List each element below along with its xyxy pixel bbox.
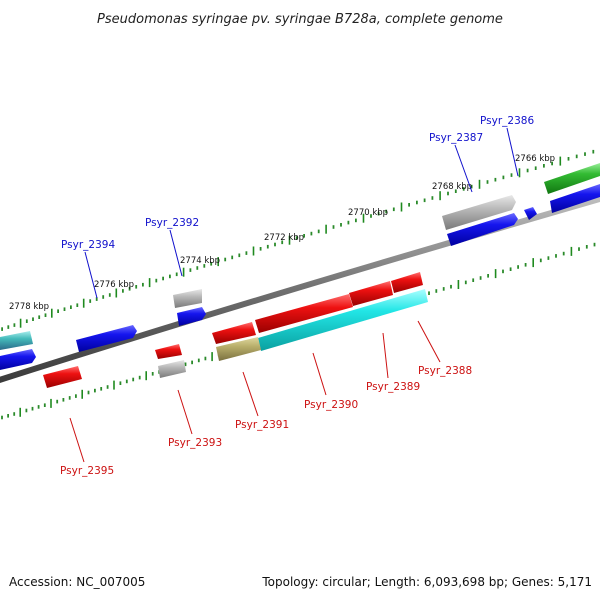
forward-genes — [0, 163, 600, 370]
accession-text: Accession: NC_007005 — [9, 575, 145, 589]
leader-psyr-2391 — [242, 371, 259, 417]
gene-psyr-2389[interactable] — [349, 281, 393, 306]
scale-label-2774: 2774 kbp — [180, 256, 220, 266]
gene-psyr-2390[interactable] — [255, 294, 353, 333]
gene-psyr-2395[interactable] — [43, 366, 82, 388]
gene-green-forward[interactable] — [544, 163, 600, 194]
gene-psyr-2388[interactable] — [391, 272, 423, 293]
label-psyr-2387[interactable]: Psyr_2387 — [429, 132, 483, 144]
leader-psyr-2393 — [177, 389, 193, 435]
gene-olive-reverse[interactable] — [216, 337, 261, 361]
gene-psyr-2386[interactable] — [524, 207, 537, 220]
gene-gray-forward[interactable] — [173, 289, 202, 308]
label-psyr-2392[interactable]: Psyr_2392 — [145, 217, 199, 229]
scale-labels: 2766 kbp 2768 kbp 2770 kbp 2772 kbp 2774… — [9, 154, 555, 312]
map-title: Pseudomonas syringae pv. syringae B728a,… — [97, 12, 503, 27]
gene-labels: Psyr_2386 Psyr_2387 Psyr_2392 Psyr_2394 … — [60, 115, 534, 477]
leader-psyr-2388 — [417, 320, 441, 363]
genome-summary-text: Topology: circular; Length: 6,093,698 bp… — [261, 575, 592, 589]
gene-psyr-2391[interactable] — [212, 322, 256, 344]
label-psyr-2391[interactable]: Psyr_2391 — [235, 419, 289, 431]
gene-red-reverse-small[interactable] — [155, 344, 182, 359]
leader-psyr-2386 — [506, 127, 519, 177]
leader-psyr-2394 — [84, 251, 98, 299]
gene-blue-forward-left[interactable] — [0, 349, 36, 370]
gene-psyr-2392[interactable] — [177, 307, 206, 326]
scale-label-2770: 2770 kbp — [348, 208, 388, 218]
leader-psyr-2392 — [169, 229, 183, 277]
label-psyr-2389[interactable]: Psyr_2389 — [366, 381, 420, 393]
leader-psyr-2389 — [382, 332, 389, 379]
gene-psyr-2393[interactable] — [158, 360, 186, 378]
label-psyr-2394[interactable]: Psyr_2394 — [61, 239, 115, 251]
gene-psyr-2394[interactable] — [76, 325, 137, 352]
label-psyr-2388[interactable]: Psyr_2388 — [418, 365, 472, 377]
leader-psyr-2390 — [312, 352, 327, 396]
leader-psyr-2387 — [454, 144, 473, 193]
label-psyr-2395[interactable]: Psyr_2395 — [60, 465, 114, 477]
gene-cyan-reverse[interactable] — [258, 289, 428, 351]
gene-teal-forward[interactable] — [0, 331, 33, 350]
scale-label-2776: 2776 kbp — [94, 280, 134, 290]
gene-psyr-2387[interactable] — [442, 195, 516, 230]
label-psyr-2390[interactable]: Psyr_2390 — [304, 399, 358, 411]
leader-psyr-2395 — [69, 417, 85, 463]
reverse-genes — [43, 272, 428, 388]
gene-blue-forward-right[interactable] — [550, 184, 600, 213]
label-psyr-2386[interactable]: Psyr_2386 — [480, 115, 534, 127]
scale-label-2778: 2778 kbp — [9, 302, 49, 312]
label-psyr-2393[interactable]: Psyr_2393 — [168, 437, 222, 449]
label-leaders — [69, 127, 519, 463]
forward-tick-track — [1, 149, 595, 331]
scale-label-2768: 2768 kbp — [432, 182, 472, 192]
gene-blue-forward-mid[interactable] — [447, 213, 518, 246]
scale-label-2766: 2766 kbp — [515, 154, 555, 164]
scale-label-2772: 2772 kbp — [264, 233, 304, 243]
